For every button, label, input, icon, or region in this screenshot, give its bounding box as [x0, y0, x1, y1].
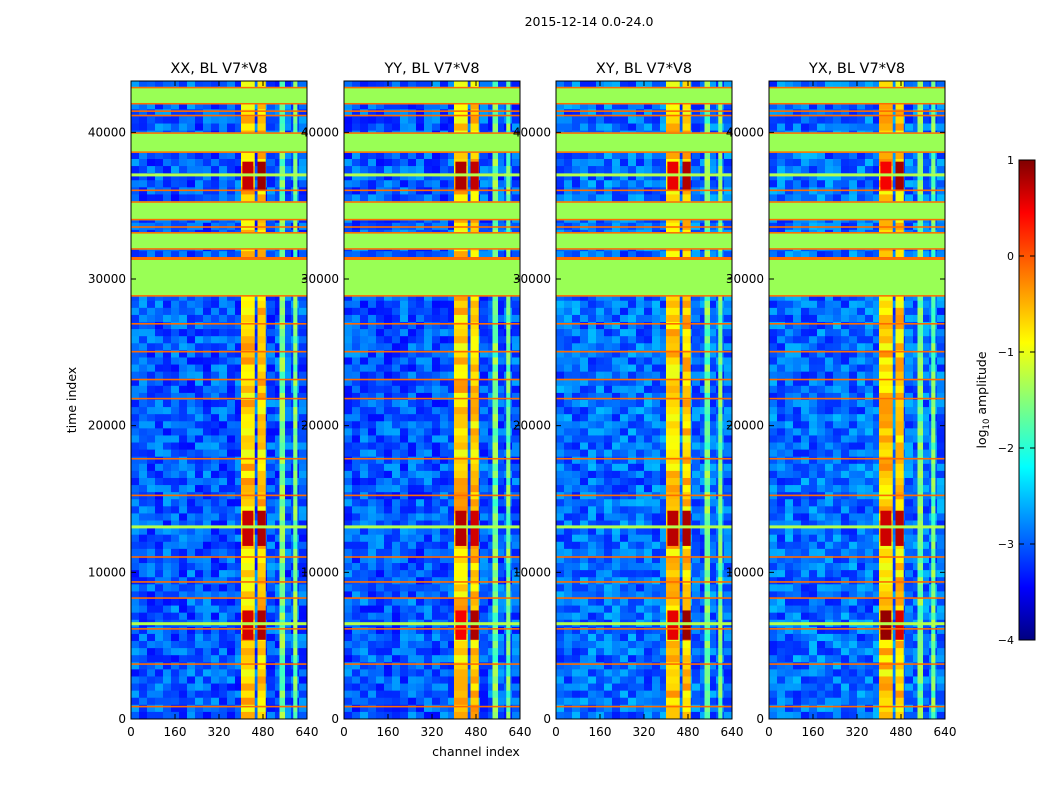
x-axis-label: channel index	[432, 744, 520, 759]
heatmap-panels: XX, BL V7*V8 0 160 320 480 640 0 10000 20000 3000…	[88, 61, 957, 739]
y-tick-label: 10000	[513, 565, 551, 579]
colorbar-gradient	[1018, 159, 1036, 641]
x-tick-label: 320	[846, 725, 869, 739]
panel-title: YX, BL V7*V8	[808, 61, 905, 77]
heatmap-image	[344, 81, 520, 719]
panel-title: XX, BL V7*V8	[170, 61, 267, 77]
panel-yx: YX, BL V7*V8 0 160 320 480 640 0 10000 20000 3000…	[726, 61, 957, 739]
y-tick-label: 40000	[88, 125, 126, 139]
x-tick-label: 640	[934, 725, 957, 739]
colorbar-tick-label: 1	[1007, 154, 1014, 167]
y-tick-label: 40000	[301, 125, 339, 139]
heatmap-image	[769, 81, 945, 719]
x-tick-label: 160	[377, 725, 400, 739]
x-tick-label: 0	[127, 725, 135, 739]
y-tick-label: 10000	[726, 565, 764, 579]
y-tick-label: 10000	[301, 565, 339, 579]
colorbar-ticks: −4 −3 −2 −1 0 1	[998, 154, 1035, 647]
y-axis-label: time index	[64, 367, 79, 433]
y-tick-label: 0	[118, 712, 126, 726]
y-tick-label: 20000	[513, 419, 551, 433]
x-tick-label: 640	[509, 725, 532, 739]
panel-title: YY, BL V7*V8	[383, 61, 479, 77]
y-tick-label: 30000	[726, 272, 764, 286]
colorbar-tick-label: −2	[998, 442, 1014, 455]
y-tick-label: 20000	[726, 419, 764, 433]
panel-yy: YY, BL V7*V8 0 160 320 480 640 0 10000 20000 3000…	[301, 61, 532, 739]
heatmap-image	[131, 81, 307, 719]
panel-xx: XX, BL V7*V8 0 160 320 480 640 0 10000 20000 3000…	[88, 61, 319, 739]
x-tick-label: 0	[552, 725, 560, 739]
heatmap-image	[556, 81, 732, 719]
y-tick-label: 30000	[301, 272, 339, 286]
x-tick-label: 320	[633, 725, 656, 739]
y-tick-label: 10000	[88, 565, 126, 579]
y-tick-label: 30000	[88, 272, 126, 286]
x-tick-label: 480	[465, 725, 488, 739]
x-tick-label: 480	[252, 725, 275, 739]
x-tick-label: 480	[677, 725, 700, 739]
y-tick-label: 40000	[726, 125, 764, 139]
x-tick-label: 640	[721, 725, 744, 739]
colorbar-tick-label: −4	[998, 634, 1014, 647]
y-tick-label: 0	[331, 712, 339, 726]
colorbar-label: log10 amplitude	[974, 351, 992, 448]
x-tick-label: 0	[340, 725, 348, 739]
x-tick-label: 160	[589, 725, 612, 739]
x-tick-label: 0	[765, 725, 773, 739]
colorbar-tick-label: −3	[998, 538, 1014, 551]
figure-suptitle: 2015-12-14 0.0-24.0	[525, 14, 654, 29]
panel-xy: XY, BL V7*V8 0 160 320 480 640 0 10000 20000 3000…	[513, 61, 744, 739]
y-tick-label: 20000	[88, 419, 126, 433]
y-tick-label: 20000	[301, 419, 339, 433]
colorbar-tick-label: 0	[1007, 250, 1014, 263]
x-tick-label: 160	[164, 725, 187, 739]
x-tick-label: 160	[802, 725, 825, 739]
x-tick-label: 320	[421, 725, 444, 739]
x-tick-label: 480	[890, 725, 913, 739]
colorbar: −4 −3 −2 −1 0 1 log10 amplitude	[974, 154, 1036, 647]
y-tick-label: 30000	[513, 272, 551, 286]
y-tick-label: 0	[756, 712, 764, 726]
y-tick-label: 40000	[513, 125, 551, 139]
colorbar-tick-label: −1	[998, 346, 1014, 359]
panel-title: XY, BL V7*V8	[596, 61, 692, 77]
x-tick-label: 640	[296, 725, 319, 739]
y-tick-label: 0	[543, 712, 551, 726]
x-tick-label: 320	[208, 725, 231, 739]
